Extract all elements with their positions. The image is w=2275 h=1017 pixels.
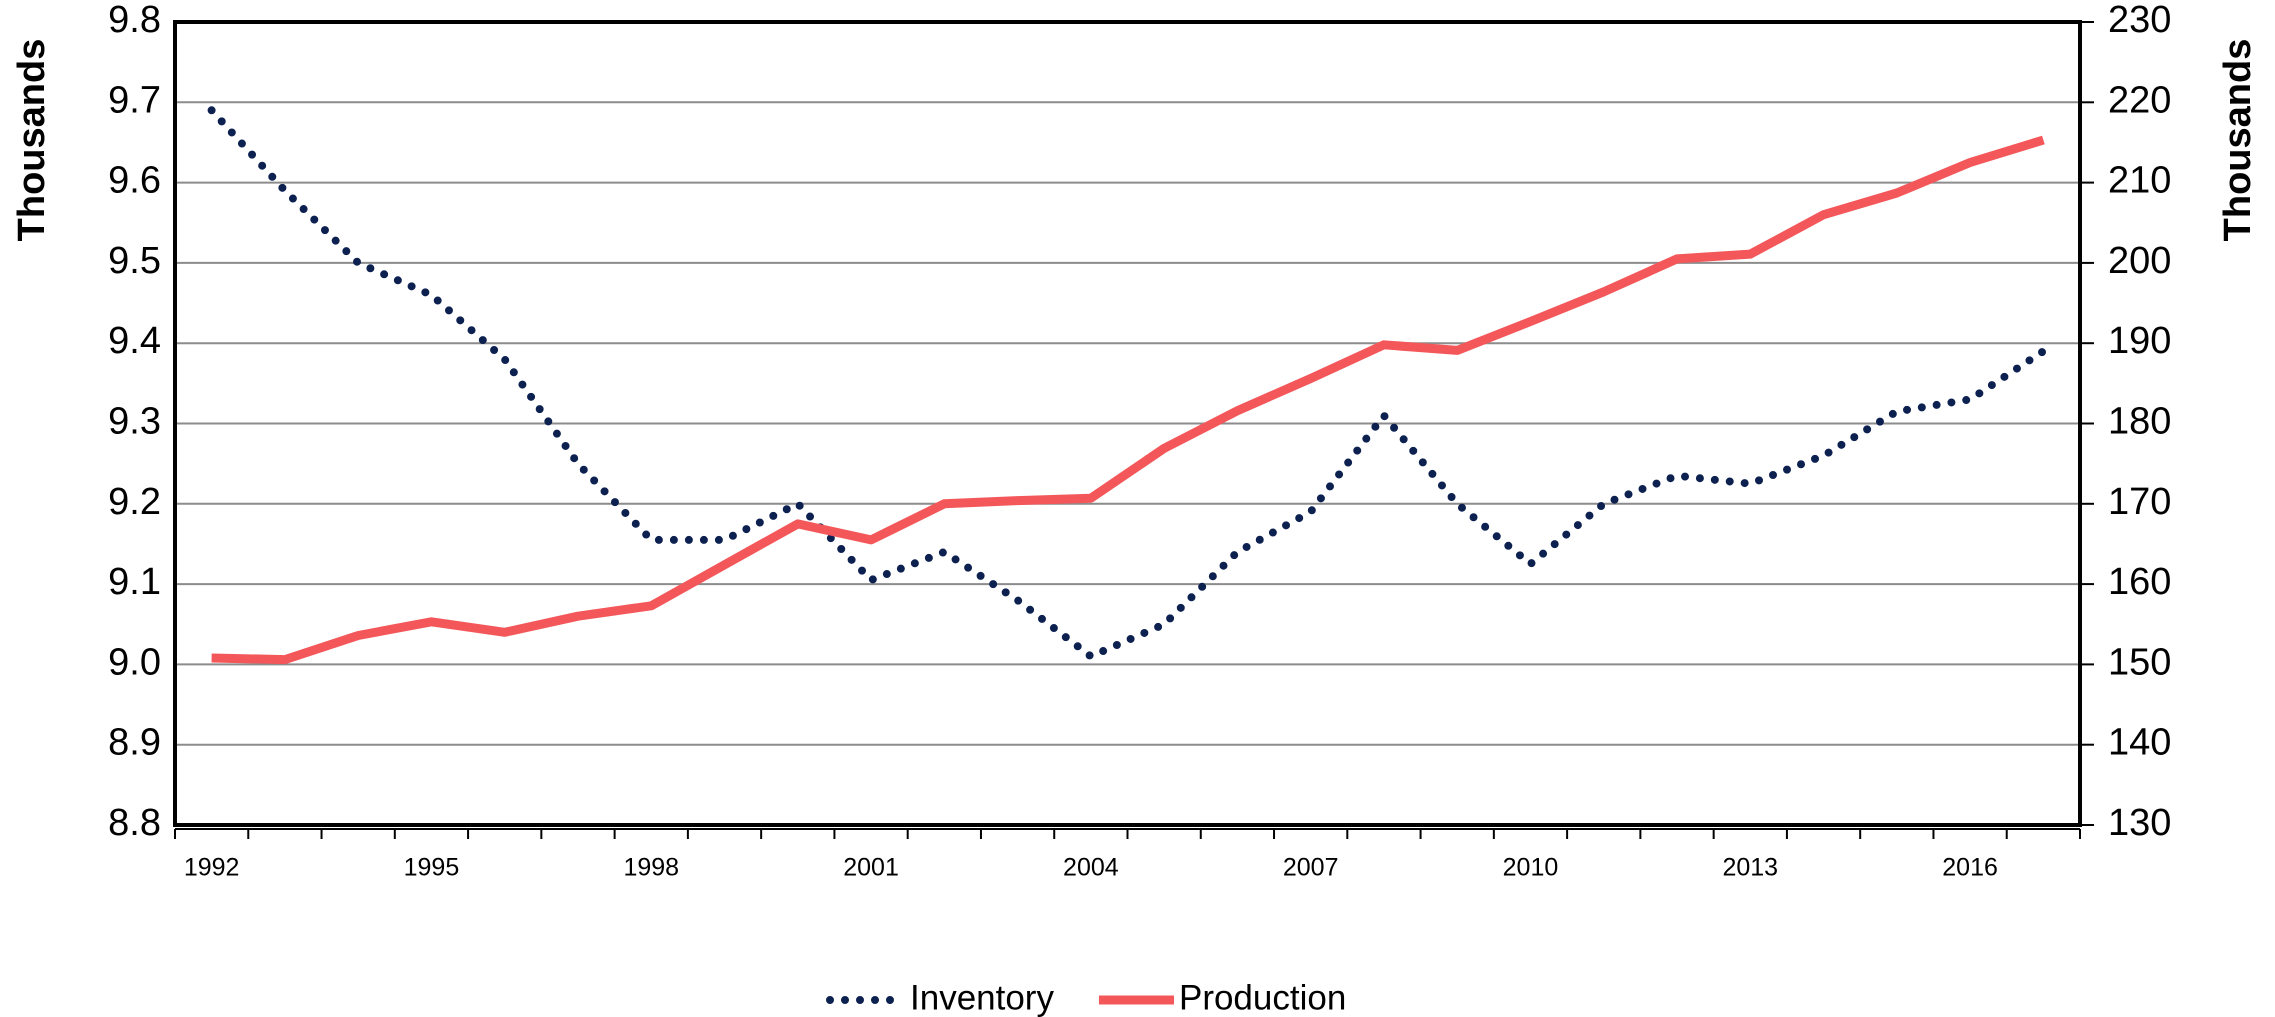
y-tick-label: 9.3 [108, 401, 161, 443]
y-tick-label: 8.8 [108, 802, 161, 844]
plot-border [173, 20, 2082, 827]
series-line [207, 106, 2048, 662]
y2-tick-label: 150 [2108, 641, 2171, 683]
x-tick-label: 2016 [1942, 854, 1998, 882]
x-tick-label: 2004 [1063, 854, 1119, 882]
y2-tick-label: 190 [2108, 320, 2171, 362]
legend-label: Inventory [910, 978, 1054, 1017]
y-tick-label: 8.9 [108, 722, 161, 764]
y2-tick-label: 220 [2108, 79, 2171, 121]
legend-label: Production [1179, 978, 1346, 1017]
x-tick-label: 2007 [1283, 854, 1339, 882]
x-tick-label: 1998 [623, 854, 679, 882]
y-tick-label: 9.4 [108, 320, 161, 362]
y2-tick-label: 140 [2108, 722, 2171, 764]
y-tick-label: 9.7 [108, 79, 161, 121]
y2-axis-label: Thousands [2217, 39, 2259, 242]
x-tick-label: 2001 [843, 854, 899, 882]
x-tick-label: 1992 [184, 854, 240, 882]
x-tick-label: 2013 [1722, 854, 1778, 882]
y2-tick-label: 210 [2108, 160, 2171, 202]
y-tick-label: 9.8 [108, 0, 161, 41]
y2-tick-label: 160 [2108, 561, 2171, 603]
y-tick-label: 9.0 [108, 641, 161, 683]
y2-tick-label: 130 [2108, 802, 2171, 844]
y2-tick-label: 180 [2108, 401, 2171, 443]
y2-tick-label: 170 [2108, 481, 2171, 523]
y-tick-label: 9.2 [108, 481, 161, 523]
y2-tick-label: 230 [2108, 0, 2171, 41]
x-tick-label: 2010 [1503, 854, 1559, 882]
y-tick-label: 9.5 [108, 240, 161, 282]
x-tick-label: 1995 [404, 854, 460, 882]
y-tick-label: 9.1 [108, 561, 161, 603]
y-tick-label: 9.6 [108, 160, 161, 202]
series-line [211, 135, 2045, 665]
y2-tick-label: 200 [2108, 240, 2171, 282]
y-axis-label: Thousands [11, 39, 53, 242]
